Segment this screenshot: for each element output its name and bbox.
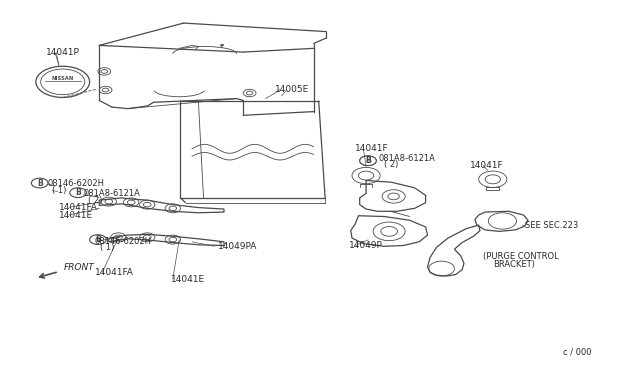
Text: ( 1): ( 1) — [100, 243, 114, 252]
Text: 08146-6202H: 08146-6202H — [48, 179, 105, 188]
Text: B: B — [95, 235, 100, 244]
Text: 081A8-6121A: 081A8-6121A — [83, 189, 140, 198]
Text: ( 2): ( 2) — [384, 160, 398, 169]
Text: SEE SEC.223: SEE SEC.223 — [525, 221, 578, 230]
Circle shape — [31, 178, 48, 188]
Text: c / 000: c / 000 — [563, 347, 592, 356]
Text: ( 1): ( 1) — [52, 186, 67, 195]
Text: 08146-6202H: 08146-6202H — [95, 237, 152, 246]
Text: 14041F: 14041F — [470, 161, 504, 170]
Text: B: B — [365, 156, 371, 165]
Text: FRONT: FRONT — [64, 263, 95, 272]
Text: 14041P: 14041P — [46, 48, 80, 57]
Text: 081A8-6121A: 081A8-6121A — [379, 154, 436, 163]
Circle shape — [90, 235, 106, 244]
Text: (PURGE CONTROL: (PURGE CONTROL — [483, 252, 559, 261]
Text: 14041FA: 14041FA — [95, 268, 134, 277]
Text: 14049PA: 14049PA — [218, 242, 257, 251]
Text: B: B — [76, 188, 81, 197]
Circle shape — [360, 156, 376, 166]
Text: NISSAN: NISSAN — [52, 76, 74, 81]
Text: BRACKET): BRACKET) — [493, 260, 534, 269]
Text: 14041E: 14041E — [171, 275, 205, 284]
Text: 14041E: 14041E — [59, 211, 93, 219]
Text: B: B — [365, 156, 371, 165]
Text: ( 2): ( 2) — [88, 196, 102, 205]
Text: 14041FA: 14041FA — [59, 203, 98, 212]
Text: 14041F: 14041F — [355, 144, 389, 153]
Circle shape — [70, 188, 86, 198]
Text: B: B — [37, 179, 42, 187]
Text: 14049P: 14049P — [349, 241, 383, 250]
Text: 14005E: 14005E — [275, 85, 310, 94]
